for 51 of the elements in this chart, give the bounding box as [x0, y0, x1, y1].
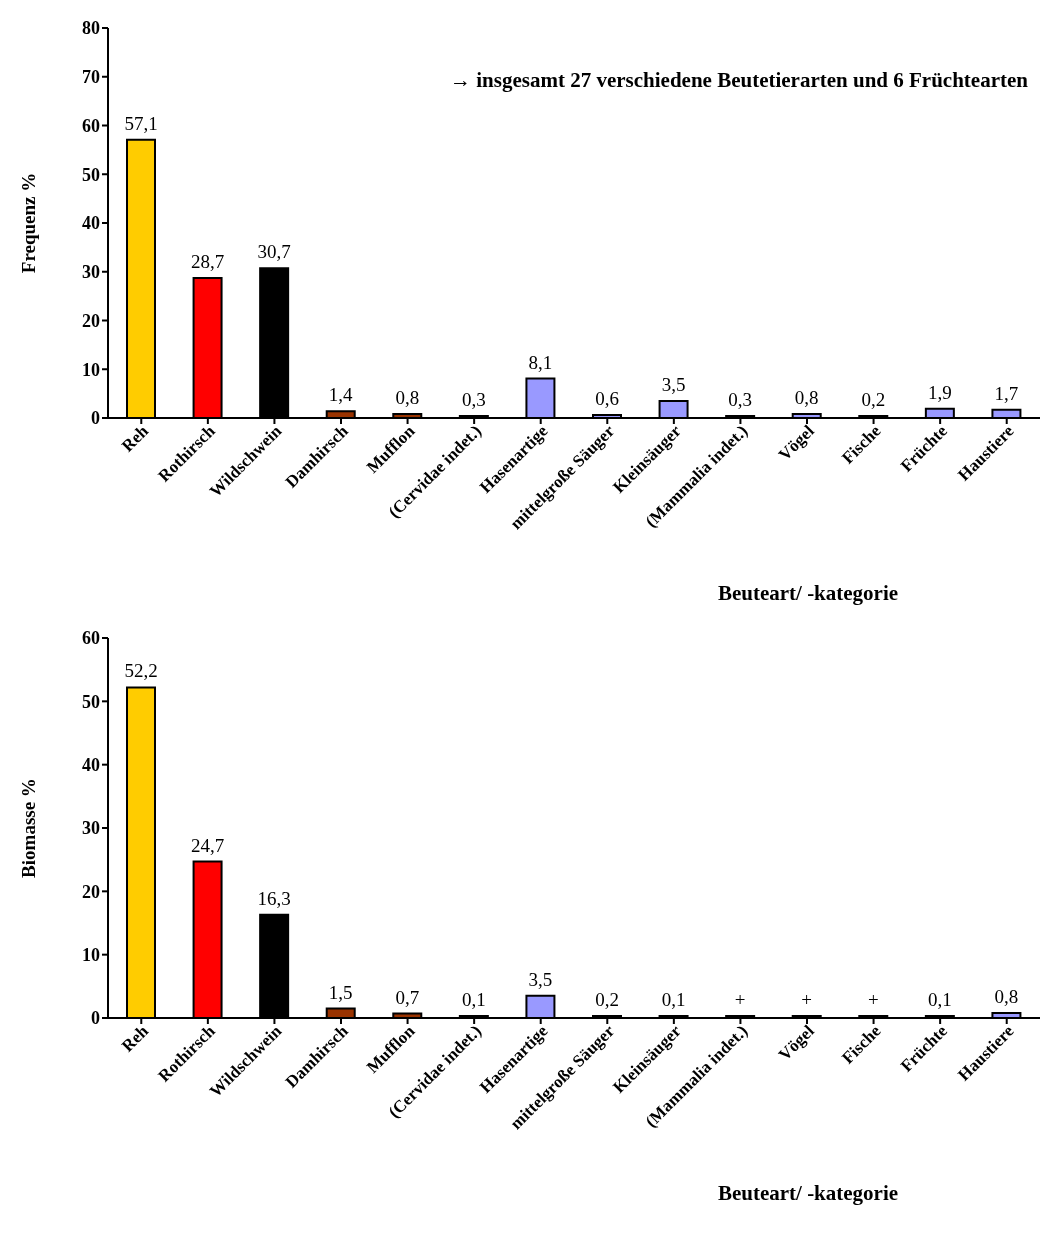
data-label: 8,1	[528, 351, 553, 373]
y-axis-title: Frequenz %	[17, 172, 39, 274]
y-tick-label: 70	[82, 67, 100, 88]
y-tick-label: 80	[82, 18, 100, 39]
data-label: 0,8	[794, 387, 819, 409]
data-label: 3,5	[661, 373, 686, 395]
data-label: 0,7	[395, 986, 420, 1008]
data-label: 30,7	[257, 241, 291, 263]
y-tick-label: 50	[82, 164, 100, 185]
data-label: 0,3	[728, 389, 753, 410]
y-tick-label: 20	[82, 310, 100, 331]
data-label: 0,1	[661, 989, 686, 1010]
y-tick-label: 40	[82, 755, 100, 776]
y-tick-label: 50	[82, 691, 100, 712]
data-label: 1,4	[328, 384, 354, 406]
data-label: +	[734, 989, 746, 1010]
data-label: 0,2	[861, 389, 886, 410]
data-label: 1,9	[927, 381, 952, 403]
data-label: 0,8	[395, 387, 420, 409]
data-label: 52,2	[124, 660, 158, 682]
data-label: 28,7	[190, 251, 225, 273]
data-label: 1,7	[994, 382, 1019, 404]
y-tick-label: 10	[82, 945, 100, 966]
y-tick-label: 60	[82, 628, 100, 649]
x-axis-title: Beuteart/ -kategorie	[716, 1181, 900, 1206]
data-label: 1,5	[328, 981, 353, 1003]
data-label: 0,1	[461, 989, 486, 1010]
x-tick-label: Reh	[117, 421, 153, 456]
y-tick-label: 10	[82, 359, 100, 380]
y-tick-label: 30	[82, 818, 100, 839]
data-label: 57,1	[124, 112, 158, 134]
data-label: +	[801, 989, 813, 1010]
y-tick-label: 40	[82, 213, 100, 234]
data-label: 0,2	[595, 989, 619, 1010]
y-axis-title: Biomasse %	[17, 778, 39, 878]
x-tick-label: Reh	[117, 1021, 153, 1056]
data-label: 0,8	[994, 985, 1019, 1007]
y-tick-label: 30	[82, 262, 100, 283]
data-label: 3,5	[528, 968, 553, 990]
data-label: +	[867, 989, 879, 1010]
y-tick-label: 20	[82, 881, 100, 902]
data-label: 0,6	[595, 388, 619, 410]
y-tick-label: 0	[91, 408, 100, 429]
data-label: 24,7	[190, 834, 225, 856]
data-label: 0,3	[461, 389, 486, 410]
y-tick-label: 0	[91, 1008, 100, 1029]
data-label: 0,1	[927, 989, 952, 1010]
data-label: 16,3	[257, 887, 291, 909]
y-tick-label: 60	[82, 115, 100, 136]
annotation: → insgesamt 27 verschiedene Beutetierarten und 6 Früchtearten	[450, 68, 1028, 93]
x-axis-title: Beuteart/ -kategorie	[716, 581, 900, 606]
